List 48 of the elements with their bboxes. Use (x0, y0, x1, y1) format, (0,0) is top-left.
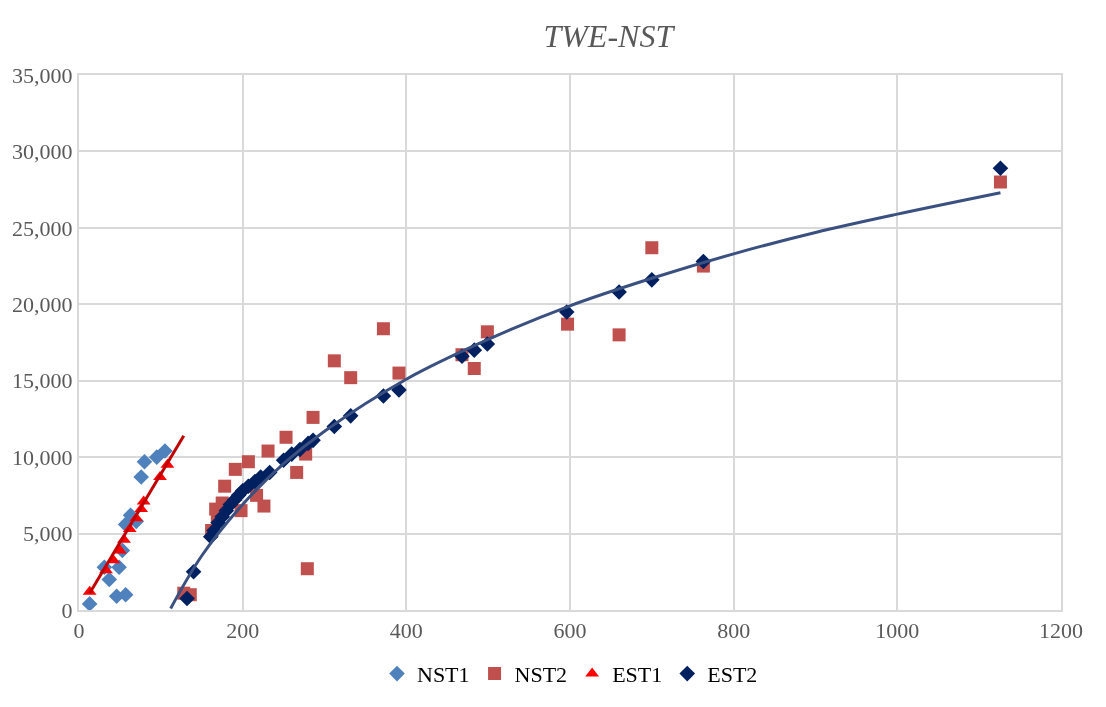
point (179, 590, 195, 607)
point (467, 361, 481, 375)
x-tick-label: 1200 (1039, 618, 1083, 644)
point (136, 453, 153, 470)
point (157, 443, 173, 459)
legend-label: NST1 (417, 662, 470, 688)
point (290, 465, 304, 479)
point (992, 160, 1009, 177)
x-tick-label: 800 (717, 618, 751, 644)
point (279, 430, 293, 444)
point (133, 469, 149, 485)
point (257, 499, 271, 513)
y-tick-label: 20,000 (12, 291, 73, 317)
point (218, 479, 232, 493)
y-tick-label: 15,000 (12, 368, 73, 394)
point (327, 354, 341, 368)
y-tick-label: 35,000 (12, 62, 73, 88)
point (81, 596, 98, 610)
y-tick-label: 25,000 (12, 215, 73, 241)
point (228, 462, 242, 476)
legend-label: NST2 (514, 662, 568, 688)
legend-label: EST1 (612, 662, 663, 688)
point (376, 322, 390, 336)
point (300, 562, 314, 576)
x-tick-label: 400 (389, 618, 423, 644)
point (111, 559, 127, 575)
x-tick-label: 600 (553, 618, 587, 644)
point (480, 325, 494, 339)
point (101, 571, 118, 588)
y-tick-label: 10,000 (12, 444, 73, 470)
y-tick-label: 30,000 (12, 139, 73, 165)
point (612, 328, 626, 342)
legend-label: EST2 (707, 662, 758, 688)
y-tick-label: 5,000 (23, 521, 73, 547)
point (148, 449, 165, 465)
y-tick-label: 0 (61, 597, 73, 623)
chart-title: TWE-NST (543, 18, 676, 55)
point (344, 371, 358, 385)
point (392, 366, 406, 380)
line-series (169, 191, 1002, 610)
point (645, 241, 659, 255)
point (261, 444, 275, 458)
x-tick-label: 1000 (875, 618, 920, 644)
x-tick-label: 200 (226, 618, 260, 644)
point (561, 317, 575, 331)
point (306, 410, 320, 424)
point (241, 455, 255, 469)
point (993, 175, 1007, 189)
